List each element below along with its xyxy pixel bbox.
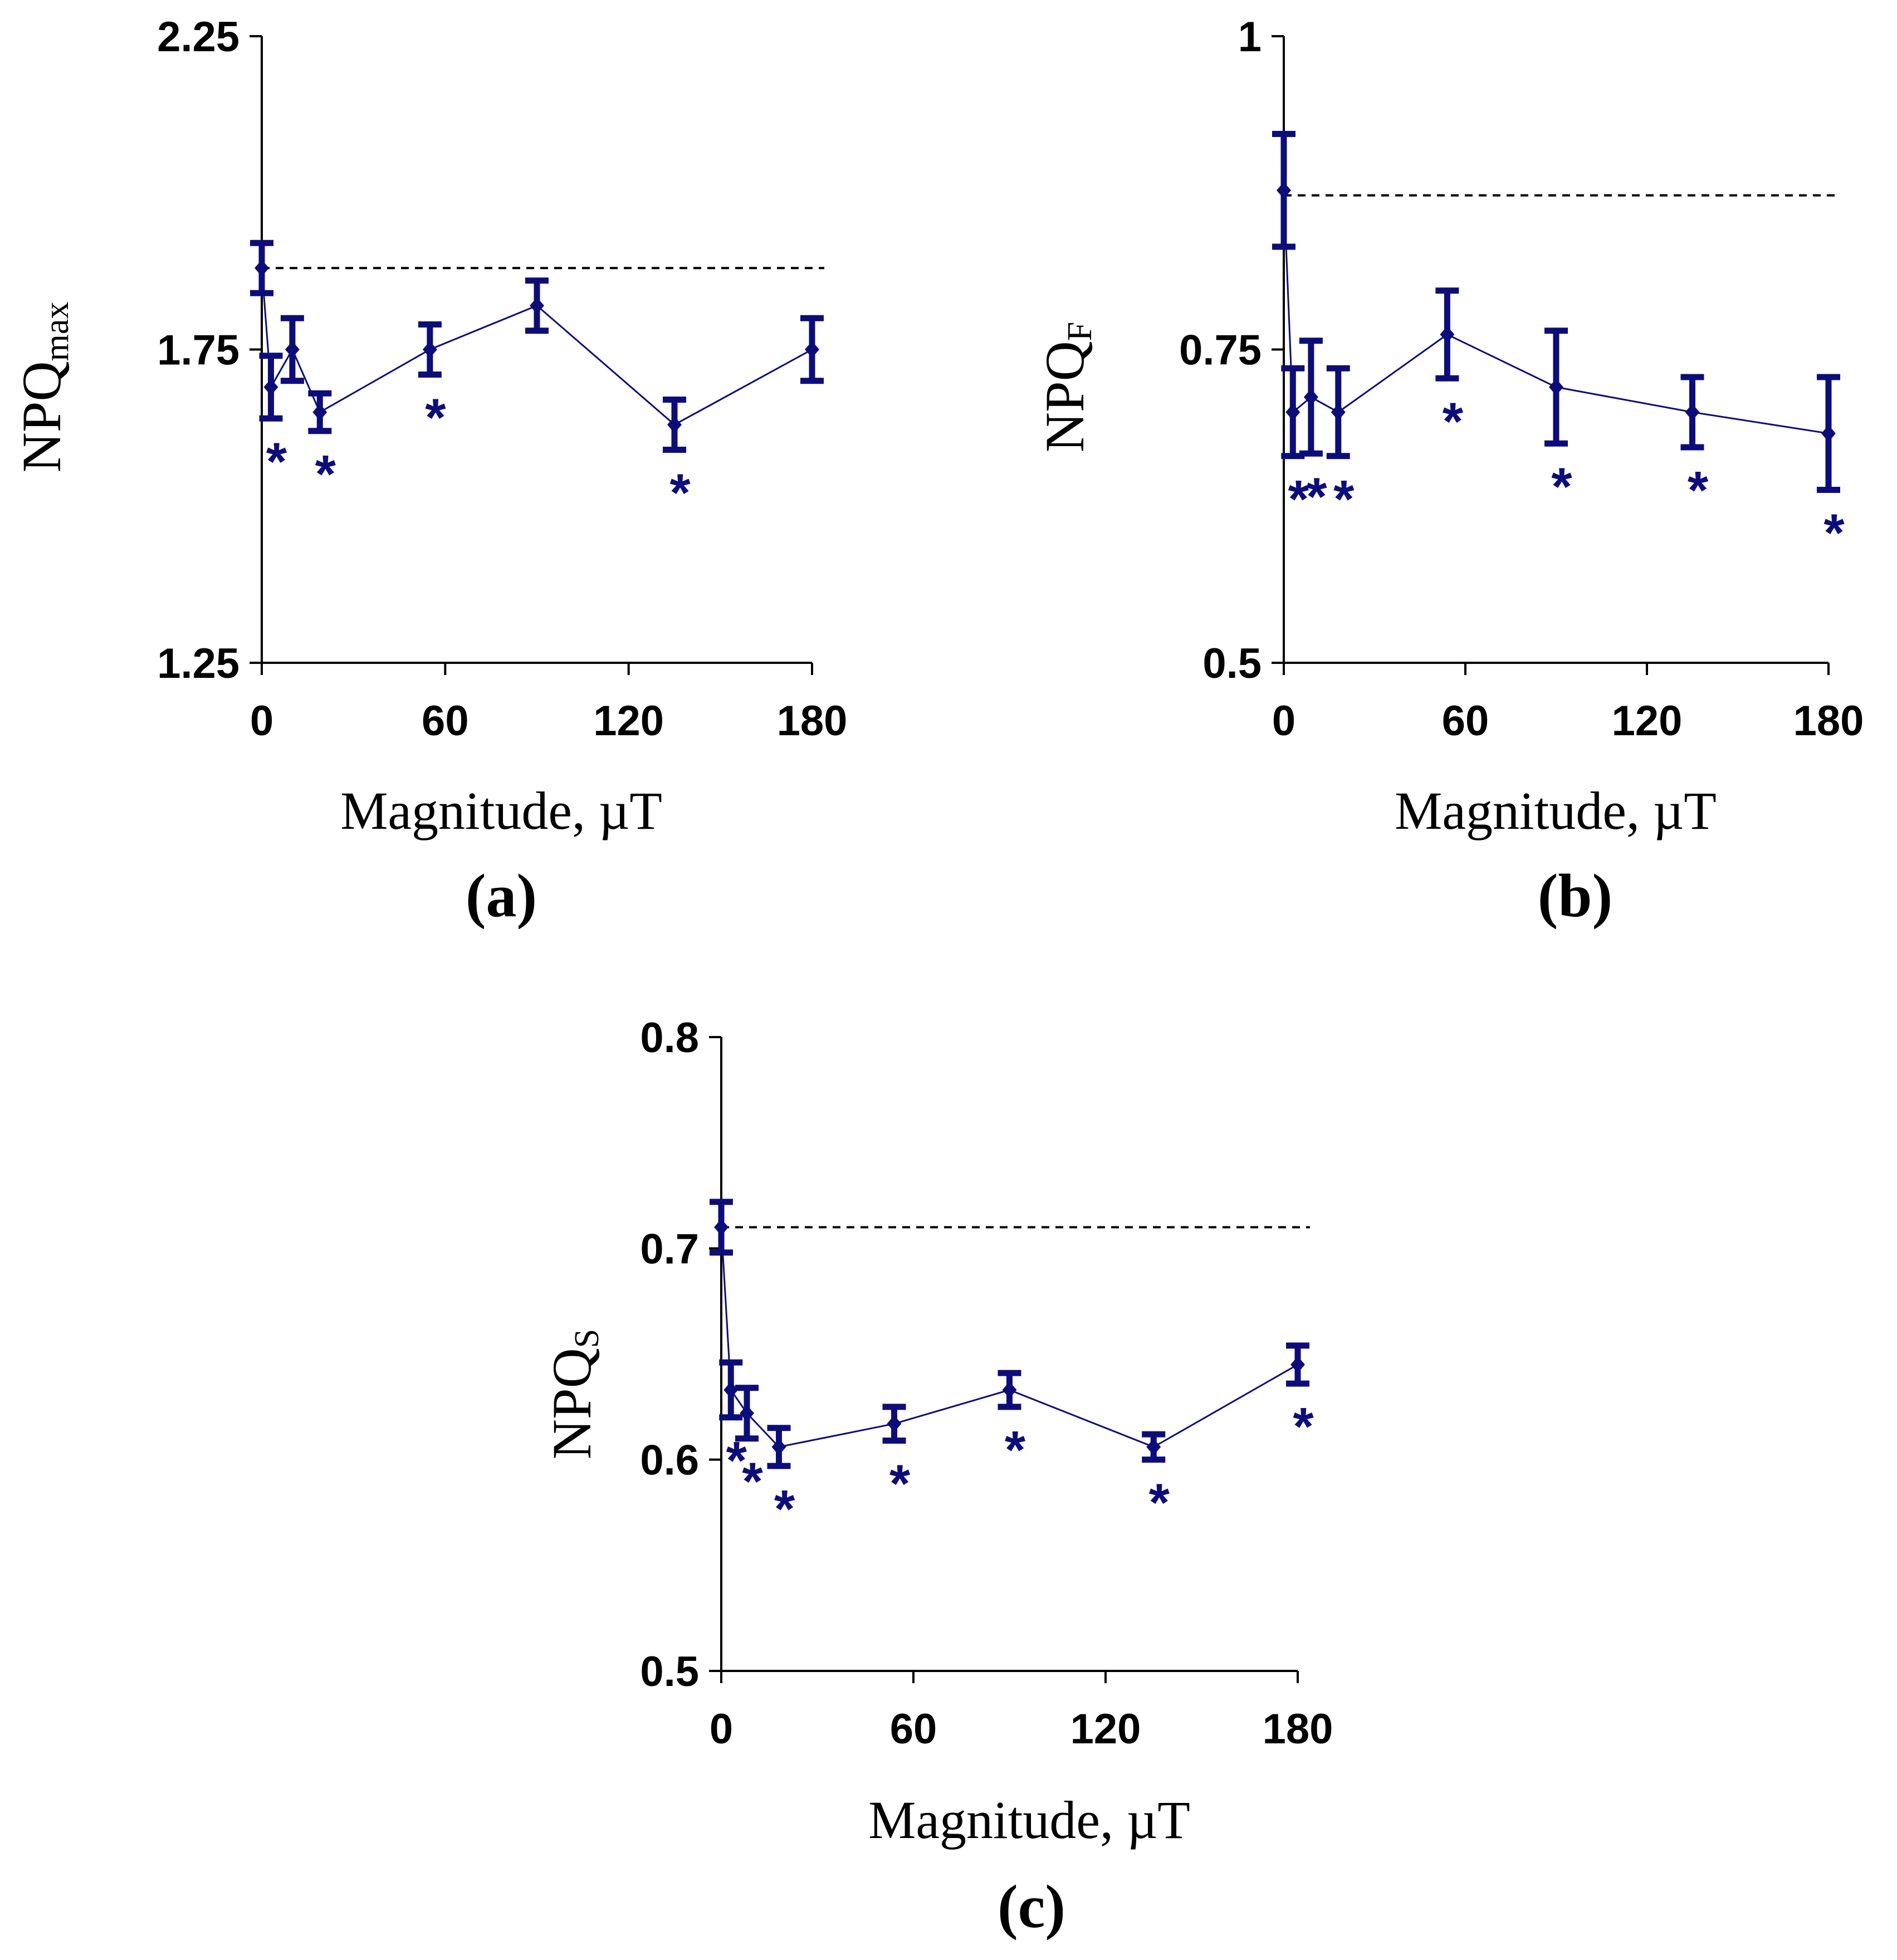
x-tick-label: 120 — [593, 697, 664, 745]
significance-star: * — [1005, 1420, 1026, 1480]
y-tick-label: 2.25 — [157, 13, 239, 61]
x-tick-label: 120 — [1612, 697, 1683, 745]
series-line — [261, 268, 813, 426]
data-point — [667, 416, 682, 433]
data-point — [1685, 404, 1700, 421]
panel-b-x-label: Magnitude, µT — [1395, 781, 1717, 840]
data-point — [1002, 1381, 1017, 1399]
data-point — [285, 341, 300, 358]
significance-star: * — [425, 388, 446, 448]
data-point — [1821, 425, 1836, 442]
panel-b-caption: (b) — [1538, 862, 1612, 930]
y-tick-label: 0.8 — [640, 1014, 699, 1062]
significance-star: * — [1333, 470, 1355, 529]
x-tick-label: 180 — [777, 697, 848, 745]
data-point — [255, 260, 269, 277]
significance-star: * — [1688, 461, 1709, 520]
x-tick-label: 0 — [250, 697, 273, 745]
x-tick-label: 180 — [1263, 1705, 1333, 1753]
data-point — [263, 379, 278, 395]
data-point — [422, 341, 437, 358]
significance-star: * — [1551, 457, 1572, 516]
y-tick-label: 0.7 — [640, 1225, 699, 1273]
x-tick-label: 0 — [710, 1705, 733, 1753]
significance-star: * — [1288, 470, 1309, 529]
y-tick-label: 0.6 — [640, 1437, 699, 1484]
panel-c: NPQS Magnitude, µT (c) — [541, 1329, 1190, 1941]
significance-star: * — [1823, 504, 1845, 563]
x-tick-label: 60 — [890, 1705, 937, 1753]
y-tick-label: 0.5 — [1202, 640, 1262, 687]
y-tick-label: 1.25 — [157, 640, 239, 687]
data-point — [1549, 379, 1563, 395]
x-tick-label: 0 — [1272, 697, 1295, 745]
data-point — [1146, 1438, 1161, 1455]
significance-star: * — [1149, 1473, 1170, 1533]
data-point — [1331, 404, 1346, 421]
data-point — [714, 1219, 729, 1236]
data-point — [312, 404, 327, 421]
chart-0-plot: 1.25 1.75 2.25 0 60 120 180 * * * * — [157, 13, 847, 745]
panel-a-caption: (a) — [466, 862, 537, 930]
x-tick-label: 60 — [422, 697, 469, 745]
panel-c-caption: (c) — [998, 1873, 1065, 1941]
significance-star: * — [1306, 467, 1327, 526]
data-point — [723, 1381, 739, 1399]
data-point — [805, 341, 819, 358]
panel-a-y-label: NPQmax — [11, 302, 76, 473]
y-tick-label: 0.5 — [640, 1648, 699, 1695]
panel-a: NPQmax Magnitude, µT (a) — [11, 302, 662, 930]
panel-c-y-label: NPQS — [541, 1329, 606, 1460]
significance-star: * — [315, 444, 336, 504]
panel-b: NPQF Magnitude, µT (b) — [1034, 322, 1717, 930]
x-tick-label: 180 — [1793, 697, 1864, 745]
significance-star: * — [774, 1479, 795, 1539]
data-point — [1303, 389, 1318, 405]
series-line — [720, 1227, 1298, 1448]
chart-2-plot: 0.50.60.70.80 60 120 180** * **** — [640, 1014, 1333, 1753]
significance-star: * — [1443, 392, 1464, 451]
panel-b-y-label: NPQF — [1034, 322, 1099, 453]
significance-star: * — [889, 1454, 911, 1514]
data-point — [1440, 326, 1455, 343]
significance-star: * — [742, 1452, 763, 1512]
data-point — [887, 1415, 902, 1433]
data-point — [1290, 1356, 1305, 1373]
data-point — [1277, 182, 1291, 199]
data-point — [1285, 404, 1300, 421]
y-tick-label: 1.75 — [157, 327, 239, 374]
data-point — [740, 1405, 754, 1422]
data-point — [530, 297, 544, 314]
panel-a-x-label: Magnitude, µT — [340, 781, 662, 840]
x-tick-label: 60 — [1442, 697, 1489, 745]
data-point — [771, 1438, 786, 1455]
significance-star: * — [669, 463, 691, 523]
y-tick-label: 0.75 — [1179, 327, 1262, 374]
panel-c-x-label: Magnitude, µT — [868, 1790, 1190, 1850]
y-tick-label: 1 — [1238, 13, 1262, 61]
significance-star: * — [1293, 1397, 1314, 1456]
x-tick-label: 120 — [1070, 1705, 1141, 1753]
significance-star: * — [266, 432, 287, 491]
